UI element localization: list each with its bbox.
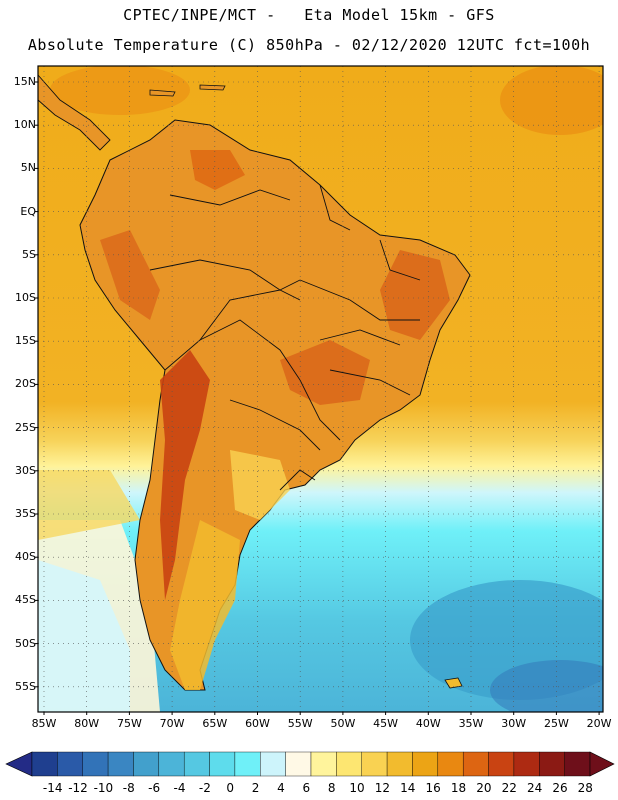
longitude-label: 30W <box>501 717 527 730</box>
cold-ocean-patch <box>490 660 603 712</box>
latitude-label: 35S <box>15 507 36 520</box>
pacific-cold-band <box>38 560 130 712</box>
latitude-label: 10N <box>13 118 36 132</box>
colorbar-label: 28 <box>577 781 593 795</box>
colorbar-high-arrow <box>589 751 615 777</box>
longitude-label: 50W <box>330 717 356 730</box>
colorbar-label: -14 <box>42 781 63 795</box>
longitude-label: 70W <box>159 717 185 730</box>
colorbar-swatch <box>412 751 439 777</box>
colorbar-swatch <box>260 751 286 777</box>
longitude-label: 80W <box>74 717 100 730</box>
caribbean-island <box>149 89 176 97</box>
warm-ocean-patch <box>50 66 190 115</box>
colorbar-swatch <box>488 751 515 777</box>
pacific-mild-band <box>38 470 140 540</box>
colorbar-label: 2 <box>251 781 260 795</box>
colorbar-swatch <box>82 751 109 777</box>
colorbar-swatch <box>209 751 236 777</box>
map-gridlines <box>38 66 603 712</box>
longitude-label: 60W <box>245 717 270 730</box>
colorbar-label: 8 <box>327 781 336 795</box>
colorbar-label: -6 <box>148 781 161 795</box>
colorbar-label: 4 <box>277 781 285 795</box>
longitude-label: 35W <box>458 717 484 730</box>
colorbar-label: 14 <box>400 781 416 795</box>
map-ticks <box>35 81 600 715</box>
latitude-label: 40S <box>15 550 36 564</box>
hot-andes-north-patch <box>100 230 160 320</box>
colorbar-label: -12 <box>68 781 88 795</box>
warm-ocean-patch <box>500 66 603 135</box>
colorbar-swatch <box>234 751 261 777</box>
longitude-label: 55W <box>287 717 313 730</box>
colorbar-label: -8 <box>122 781 135 795</box>
patagonia-mild-land <box>170 520 240 690</box>
longitude-label: 75W <box>116 717 142 730</box>
colorbar-swatch <box>31 751 58 777</box>
colorbar-swatch <box>158 751 185 777</box>
colorbar-label: -4 <box>173 781 186 795</box>
latitude-label: 15S <box>15 334 36 348</box>
colorbar-label: 6 <box>302 781 311 795</box>
latitude-label: 10S <box>15 291 36 304</box>
colorbar-label: 16 <box>425 781 441 795</box>
colorbar-swatch <box>107 751 134 777</box>
longitude-label: 65W <box>202 717 228 730</box>
latitude-label: 30S <box>15 463 36 477</box>
longitude-label: 40W <box>415 717 441 730</box>
colorbar-label: 22 <box>501 781 517 795</box>
colorbar-swatch <box>361 751 388 777</box>
longitude-label: 85W <box>31 717 57 730</box>
map-title-line-2: Absolute Temperature (C) 850hPa - 02/12/… <box>27 36 591 54</box>
colorbar-swatch <box>310 751 337 777</box>
colorbar-swatch <box>462 751 489 777</box>
colorbar-label: 18 <box>450 781 467 795</box>
falkland-islands <box>444 677 463 689</box>
andes-hot-band <box>160 350 210 600</box>
latitude-label: 50S <box>15 636 36 650</box>
hot-interior-patch <box>280 340 370 405</box>
colorbar-swatch <box>183 751 210 777</box>
latitude-label: 5S <box>22 247 36 261</box>
longitude-label: 25W <box>543 717 569 730</box>
latitude-label: 45S <box>15 593 36 607</box>
colorbar-swatch <box>57 751 83 777</box>
latitude-label: 15N <box>13 75 36 88</box>
colorbar <box>5 751 615 777</box>
central-america-land <box>38 74 111 151</box>
colorbar-swatch <box>564 751 591 777</box>
colorbar-swatch <box>285 751 312 777</box>
colorbar-low-arrow <box>5 751 33 777</box>
latitude-label: 20S <box>15 377 36 391</box>
latitude-label: 25S <box>15 420 36 434</box>
country-borders <box>149 184 421 491</box>
map-title-line-1: CPTEC/INPE/MCT - Eta Model 15km - GFS <box>123 6 495 24</box>
map-field <box>38 66 603 712</box>
colorbar-label: 20 <box>476 781 492 795</box>
colorbar-label: -2 <box>198 781 211 795</box>
colorbar-label: 12 <box>374 781 391 795</box>
longitude-label: 20W <box>586 717 612 730</box>
colorbar-swatch <box>386 751 413 777</box>
colorbar-label: -10 <box>93 781 114 795</box>
colorbar-label: 24 <box>526 781 543 795</box>
pampas-mild-land <box>230 450 290 520</box>
hot-venezuela-patch <box>190 150 245 190</box>
colorbar-swatch <box>336 751 362 777</box>
colorbar-label: 10 <box>349 781 365 795</box>
colorbar-swatch <box>513 751 540 777</box>
latitude-label: 55S <box>15 679 36 693</box>
colorbar-label: 26 <box>552 781 568 795</box>
map-frame <box>37 65 604 713</box>
colorbar-swatch <box>539 751 565 777</box>
latitude-label: 5N <box>20 161 36 175</box>
colorbar-swatch <box>437 751 464 777</box>
colorbar-swatch <box>133 751 160 777</box>
latitude-label: EQ <box>20 204 36 218</box>
caribbean-island <box>199 84 226 91</box>
colorbar-label: 0 <box>226 781 235 795</box>
longitude-label: 45W <box>373 717 399 730</box>
